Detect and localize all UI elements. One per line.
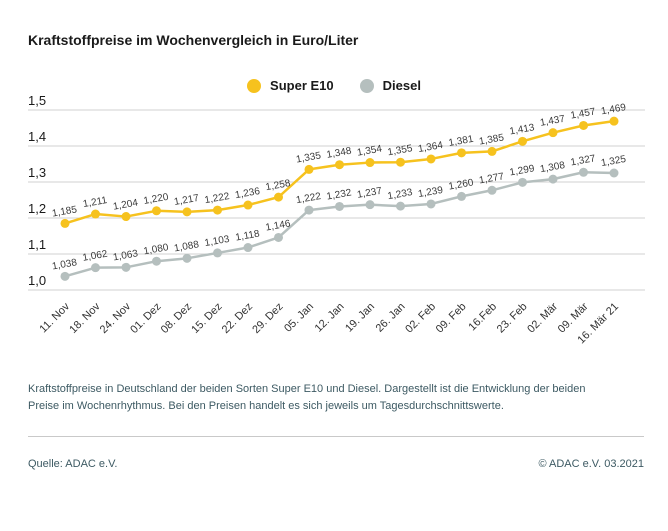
legend-item-diesel: Diesel <box>359 78 421 93</box>
svg-text:1,335: 1,335 <box>295 150 322 165</box>
svg-text:1,437: 1,437 <box>539 114 566 129</box>
svg-text:1,118: 1,118 <box>235 228 261 243</box>
svg-text:1,038: 1,038 <box>51 257 78 272</box>
chart-description: Kraftstoffpreise in Deutschland der beid… <box>28 383 586 412</box>
svg-text:1,5: 1,5 <box>28 93 46 108</box>
svg-text:1,327: 1,327 <box>570 153 597 168</box>
svg-text:1,062: 1,062 <box>82 249 109 264</box>
svg-text:02. Mär: 02. Mär <box>525 300 560 335</box>
svg-text:1,211: 1,211 <box>82 195 108 210</box>
legend-item-super-e10: Super E10 <box>247 78 334 93</box>
svg-text:1,4: 1,4 <box>28 129 46 144</box>
svg-text:1,236: 1,236 <box>234 186 261 201</box>
svg-text:1,080: 1,080 <box>143 242 170 257</box>
svg-text:1,354: 1,354 <box>356 143 383 158</box>
svg-text:01. Dez: 01. Dez <box>128 301 163 336</box>
svg-text:19. Jan: 19. Jan <box>343 301 377 335</box>
svg-text:1,063: 1,063 <box>112 248 139 263</box>
svg-text:1,2: 1,2 <box>28 201 46 216</box>
page-title: Kraftstoffpreise im Wochenvergleich in E… <box>28 32 359 48</box>
svg-text:1,258: 1,258 <box>265 178 292 193</box>
svg-text:22. Dez: 22. Dez <box>220 301 255 336</box>
source-label: Quelle: ADAC e.V. <box>28 458 118 470</box>
svg-text:18. Nov: 18. Nov <box>67 300 103 336</box>
legend-label-diesel: Diesel <box>382 78 421 93</box>
svg-text:1,457: 1,457 <box>570 106 597 121</box>
svg-text:1,233: 1,233 <box>387 187 414 202</box>
svg-text:1,348: 1,348 <box>326 146 353 161</box>
svg-text:29. Dez: 29. Dez <box>250 301 285 336</box>
svg-text:1,277: 1,277 <box>478 171 505 186</box>
svg-text:1,469: 1,469 <box>600 102 627 117</box>
svg-text:1,260: 1,260 <box>448 177 475 192</box>
svg-text:1,325: 1,325 <box>600 154 627 169</box>
svg-text:1,413: 1,413 <box>509 122 536 137</box>
svg-text:1,222: 1,222 <box>295 191 322 206</box>
svg-text:1,0: 1,0 <box>28 273 46 288</box>
svg-text:24. Nov: 24. Nov <box>98 300 134 336</box>
svg-text:15. Dez: 15. Dez <box>189 301 224 336</box>
svg-text:1,3: 1,3 <box>28 165 46 180</box>
svg-text:1,204: 1,204 <box>112 197 139 212</box>
copyright-label: © ADAC e.V. 03.2021 <box>538 458 644 470</box>
svg-text:09. Feb: 09. Feb <box>434 301 469 336</box>
svg-text:1,220: 1,220 <box>143 192 170 207</box>
chart-legend: Super E10 Diesel <box>0 78 668 93</box>
svg-text:23. Feb: 23. Feb <box>495 301 530 336</box>
legend-dot-diesel-icon <box>359 78 374 93</box>
svg-text:1,146: 1,146 <box>265 218 292 233</box>
footer-source-row: Quelle: ADAC e.V. © ADAC e.V. 03.2021 <box>28 458 644 470</box>
svg-text:1,381: 1,381 <box>448 134 475 149</box>
svg-text:1,217: 1,217 <box>173 193 200 208</box>
svg-text:1,364: 1,364 <box>417 140 444 155</box>
svg-text:1,103: 1,103 <box>204 234 231 249</box>
svg-text:11. Nov: 11. Nov <box>37 300 72 335</box>
svg-text:1,385: 1,385 <box>478 132 505 147</box>
svg-text:1,232: 1,232 <box>326 187 353 202</box>
svg-text:12. Jan: 12. Jan <box>313 301 347 335</box>
svg-text:02. Feb: 02. Feb <box>403 301 438 336</box>
svg-text:1,185: 1,185 <box>51 204 78 219</box>
svg-text:26. Jan: 26. Jan <box>374 301 408 335</box>
svg-text:1,355: 1,355 <box>387 143 414 158</box>
svg-text:1,308: 1,308 <box>539 160 566 175</box>
svg-text:1,222: 1,222 <box>204 191 231 206</box>
svg-text:16.Feb: 16.Feb <box>466 301 499 334</box>
svg-text:1,239: 1,239 <box>417 185 444 200</box>
svg-text:1,1: 1,1 <box>28 237 46 252</box>
svg-text:1,299: 1,299 <box>509 163 536 178</box>
svg-text:08. Dez: 08. Dez <box>159 301 194 336</box>
legend-dot-super-e10-icon <box>247 78 262 93</box>
svg-text:1,088: 1,088 <box>173 239 200 254</box>
footer-divider <box>28 436 644 437</box>
svg-text:05. Jan: 05. Jan <box>282 301 316 335</box>
svg-text:1,237: 1,237 <box>356 186 383 201</box>
legend-label-super-e10: Super E10 <box>270 78 334 93</box>
